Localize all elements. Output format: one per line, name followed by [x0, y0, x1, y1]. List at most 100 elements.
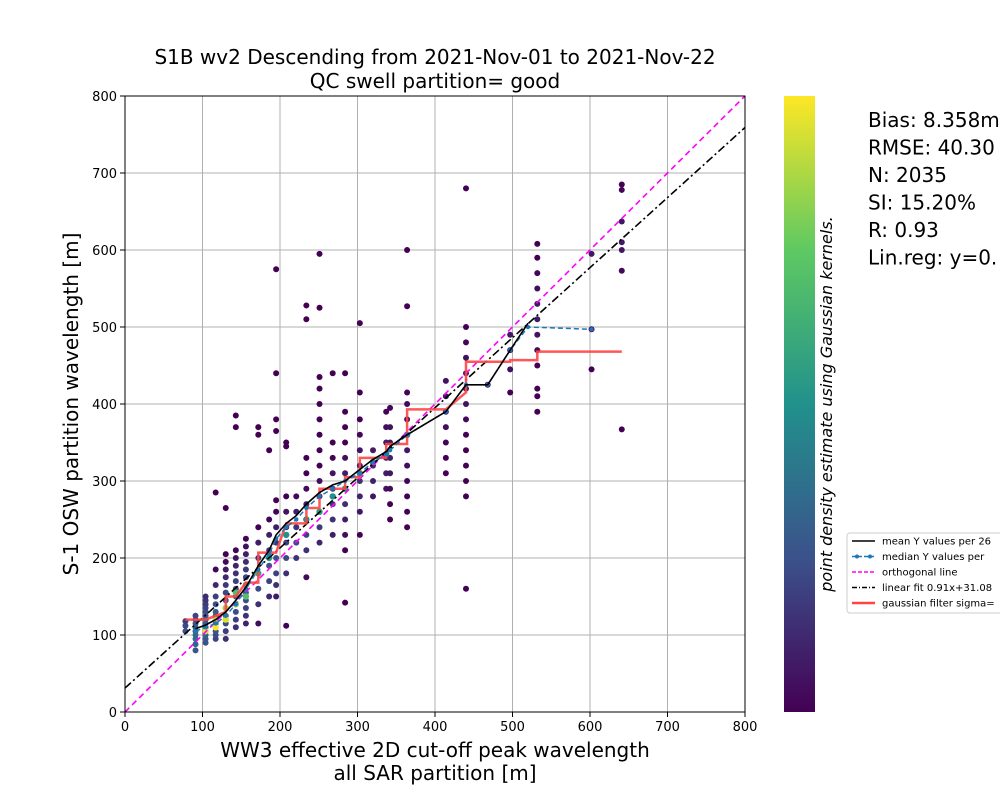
scatter-point [356, 508, 363, 515]
scatter-point [463, 585, 469, 592]
scatter-point [273, 266, 280, 273]
scatter-point [387, 516, 394, 523]
scatter-point [534, 270, 541, 277]
scatter-point [507, 331, 514, 338]
scatter-point-dense [212, 624, 219, 631]
y-tick-label: 500 [92, 321, 117, 336]
scatter-point [242, 605, 249, 612]
scatter-point [182, 622, 189, 629]
scatter-point-dense [242, 593, 250, 600]
scatter-point [342, 599, 349, 606]
scatter-point [232, 562, 239, 569]
scatter-point [232, 412, 239, 419]
scatter-point [242, 535, 249, 542]
scatter-point [618, 426, 625, 433]
scatter-point [283, 439, 290, 446]
scatter-point [242, 620, 249, 627]
scatter-point [316, 401, 323, 407]
scatter-point [232, 424, 239, 431]
scatter-point [404, 462, 411, 469]
scatter-point [404, 508, 411, 515]
stats-line: Lin.reg: y=0. [868, 246, 997, 270]
scatter-point [342, 370, 349, 377]
scatter-point [342, 470, 349, 477]
scatter-point [255, 601, 262, 608]
median-marker [304, 505, 309, 511]
scatter-point [232, 616, 239, 623]
scatter-point [618, 218, 625, 225]
scatter-point [342, 531, 349, 538]
median-marker [213, 621, 218, 626]
scatter-point [316, 374, 323, 381]
scatter-point [283, 508, 290, 515]
scatter-point [222, 566, 229, 573]
scatter-point [588, 366, 595, 373]
scatter-point [303, 485, 310, 492]
scatter-point [222, 628, 229, 635]
scatter-point [255, 539, 262, 546]
scatter-point [255, 585, 262, 592]
scatter-point [534, 408, 541, 415]
scatter-point [192, 612, 199, 619]
scatter-point [273, 570, 280, 577]
y-tick-label: 200 [92, 552, 117, 567]
scatter-point [534, 331, 541, 338]
scatter-point [342, 439, 349, 446]
x-tick-label: 800 [733, 720, 758, 735]
legend-label: median Y values per [882, 552, 985, 563]
scatter-point [212, 581, 219, 588]
plot-area [124, 95, 746, 713]
chart-title-line1: S1B wv2 Descending from 2021-Nov-01 to 2… [154, 45, 715, 69]
scatter-point [588, 250, 595, 257]
y-axis-label: S-1 OSW partition wavelength [m] [59, 233, 83, 576]
scatter-point-dense [283, 531, 290, 539]
scatter-point [387, 424, 394, 431]
median-marker [317, 494, 322, 499]
scatter-point [404, 524, 411, 531]
scatter-point [255, 620, 262, 627]
scatter-point [442, 377, 449, 384]
scatter-point [329, 370, 336, 377]
scatter-point [273, 370, 280, 377]
scatter-point [242, 551, 249, 558]
scatter-point [316, 250, 323, 257]
scatter-point [356, 431, 363, 438]
scatter-point [222, 574, 229, 581]
scatter-point [273, 497, 280, 504]
scatter-point [266, 447, 273, 454]
scatter-point [232, 547, 239, 554]
median-marker [589, 327, 594, 332]
scatter-point [283, 555, 290, 561]
scatter-point [356, 478, 363, 484]
y-tick-label: 600 [92, 244, 117, 259]
median-marker [294, 517, 299, 522]
scatter-point [316, 524, 323, 531]
scatter-point [316, 447, 323, 454]
median-marker [233, 602, 239, 607]
scatter-point [232, 570, 239, 577]
scatter-point [342, 454, 349, 461]
scatter-point [222, 504, 229, 511]
scatter-point [534, 285, 541, 292]
scatter-point [212, 566, 219, 573]
legend-marker [868, 554, 872, 559]
scatter-point [192, 647, 199, 654]
legend-label: gaussian filter sigma= [882, 599, 995, 610]
scatter-point [283, 622, 290, 629]
scatter-point [242, 574, 249, 581]
scatter-point [342, 424, 349, 431]
scatter-point [618, 247, 625, 253]
y-tick-label: 800 [92, 90, 117, 105]
scatter-point [222, 635, 229, 642]
scatter-point [442, 439, 449, 446]
scatter-point [387, 454, 394, 461]
scatter-point [242, 566, 249, 573]
scatter-point [618, 267, 625, 274]
scatter-point [387, 470, 394, 477]
legend-label: orthogonal line [882, 568, 958, 579]
scatter-point [212, 489, 219, 496]
legend-marker [855, 554, 859, 559]
scatter-point [293, 524, 300, 531]
scatter-point [316, 431, 323, 438]
scatter-point [316, 304, 323, 311]
